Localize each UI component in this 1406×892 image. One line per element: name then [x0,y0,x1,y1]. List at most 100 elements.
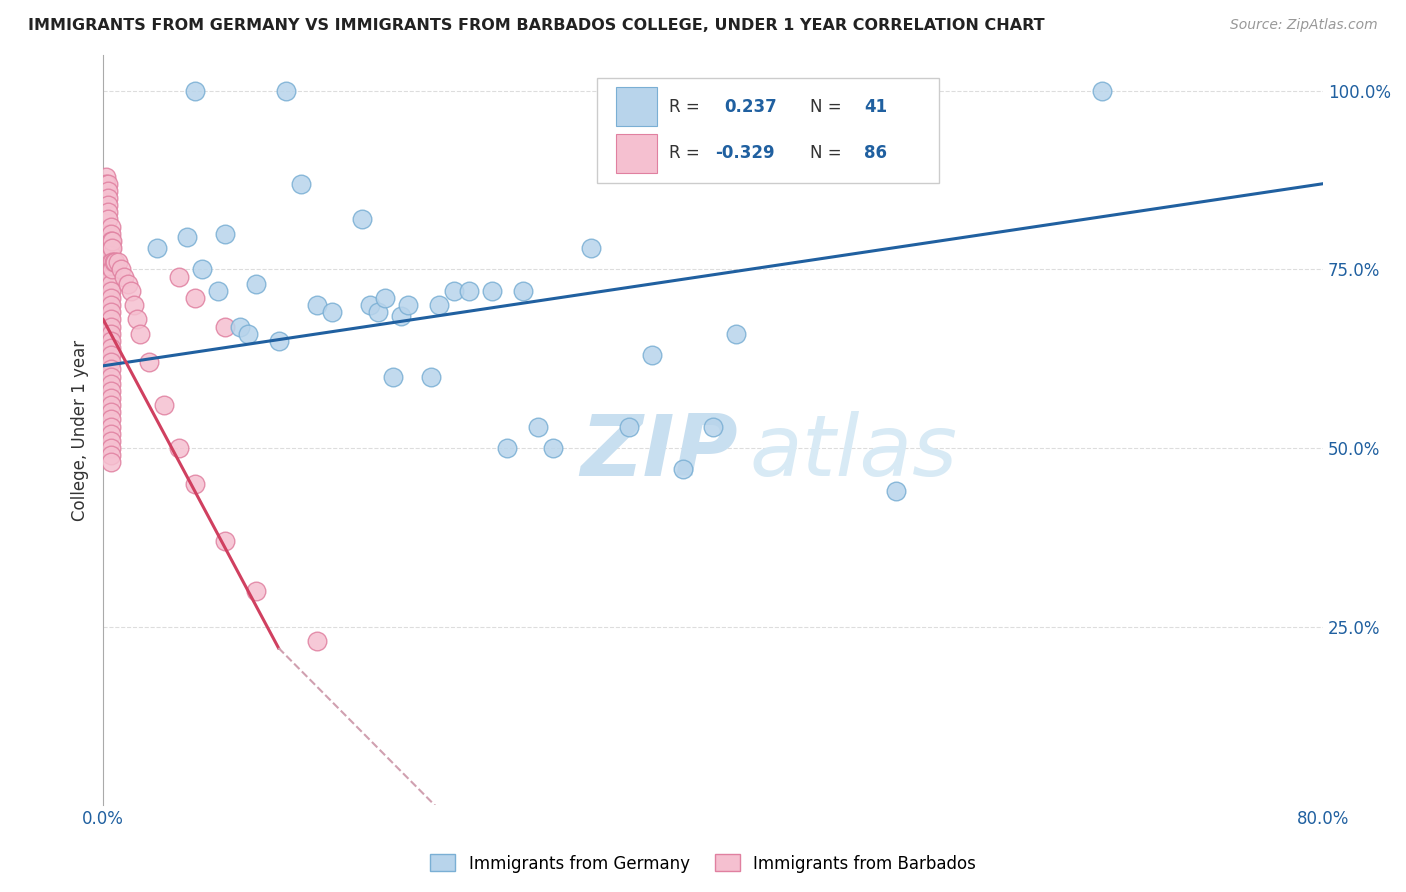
Point [100,398,122,412]
Text: 0.237: 0.237 [724,98,778,116]
Point [183,476,205,491]
Point [110,262,132,277]
Point [100,455,122,469]
Point [389,309,412,323]
Point [100,312,122,326]
Point [97,205,120,219]
Point [100,369,122,384]
Point [579,241,602,255]
Point [214,533,236,548]
Point [97,184,120,198]
Point [98,348,121,362]
Point [96,169,118,184]
Point [619,419,641,434]
Text: N =: N = [810,145,841,162]
Point [98,269,121,284]
Point [98,312,121,326]
Point [100,234,122,248]
Point [100,298,122,312]
Point [884,483,907,498]
Point [114,269,136,284]
Point [100,284,122,298]
Text: N =: N = [810,98,841,116]
Point [100,277,122,291]
Point [98,334,121,348]
Text: atlas: atlas [749,411,957,494]
Point [98,277,121,291]
Point [128,326,150,341]
Point [97,212,120,227]
Point [100,341,122,355]
Point [125,312,148,326]
Point [748,84,770,98]
Point [100,448,122,462]
Point [420,369,443,384]
Point [276,84,298,98]
Point [100,441,122,455]
Point [100,219,122,234]
Point [98,248,121,262]
Point [236,326,259,341]
Point [169,441,191,455]
FancyBboxPatch shape [598,78,939,183]
Point [100,227,122,241]
Point [641,348,664,362]
Point [374,291,396,305]
Point [305,633,328,648]
Point [97,227,120,241]
Text: ZIP: ZIP [579,411,738,494]
Point [103,255,125,269]
Point [100,426,122,441]
Point [98,341,121,355]
Point [98,291,121,305]
Point [97,241,120,255]
Point [245,277,267,291]
FancyBboxPatch shape [616,87,657,127]
Point [541,441,564,455]
Point [801,84,824,98]
Point [381,369,404,384]
Text: 41: 41 [865,98,887,116]
Point [724,326,747,341]
Point [153,398,176,412]
Point [98,298,121,312]
FancyBboxPatch shape [616,134,657,173]
Point [98,284,121,298]
Point [98,255,121,269]
Point [122,298,145,312]
Point [321,305,343,319]
Point [214,227,236,241]
Point [100,334,122,348]
Point [98,305,121,319]
Point [512,284,534,298]
Point [101,255,124,269]
Text: R =: R = [669,145,700,162]
Point [145,241,167,255]
Point [101,234,124,248]
Point [120,284,142,298]
Text: IMMIGRANTS FROM GERMANY VS IMMIGRANTS FROM BARBADOS COLLEGE, UNDER 1 YEAR CORREL: IMMIGRANTS FROM GERMANY VS IMMIGRANTS FR… [28,18,1045,33]
Point [427,298,450,312]
Point [97,234,120,248]
Point [100,326,122,341]
Point [169,269,191,284]
Point [100,269,122,284]
Point [396,298,419,312]
Point [107,255,129,269]
Point [96,177,118,191]
Point [481,284,503,298]
Point [100,384,122,398]
Point [100,241,122,255]
Point [100,248,122,262]
Point [367,305,389,319]
Point [359,298,381,312]
Point [1091,84,1114,98]
Point [97,198,120,212]
Point [101,262,124,277]
Point [496,441,519,455]
Point [100,255,122,269]
Point [191,262,214,277]
Point [98,355,121,369]
Point [183,84,205,98]
Point [101,241,124,255]
